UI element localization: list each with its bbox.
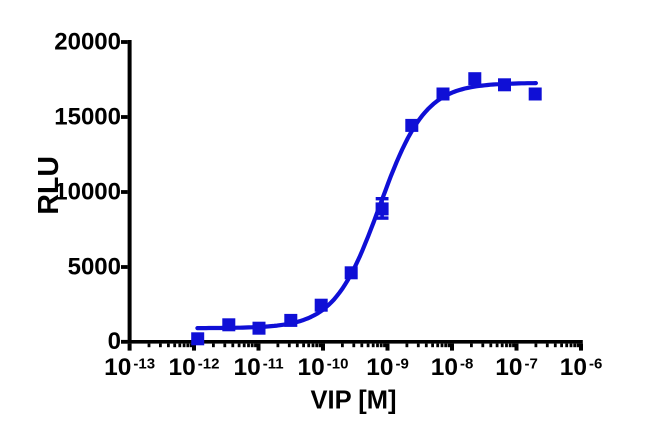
svg-text:RLU: RLU: [33, 156, 65, 215]
svg-text:15000: 15000: [54, 103, 121, 130]
svg-text:VIP [M]: VIP [M]: [311, 387, 397, 415]
svg-text:20000: 20000: [54, 28, 121, 55]
svg-text:5000: 5000: [68, 253, 121, 280]
svg-text:10-9: 10 -9: [366, 354, 409, 381]
svg-text:0: 0: [108, 328, 121, 355]
svg-text:10-13: 10 -13: [104, 354, 155, 381]
svg-text:10000: 10000: [54, 178, 121, 205]
